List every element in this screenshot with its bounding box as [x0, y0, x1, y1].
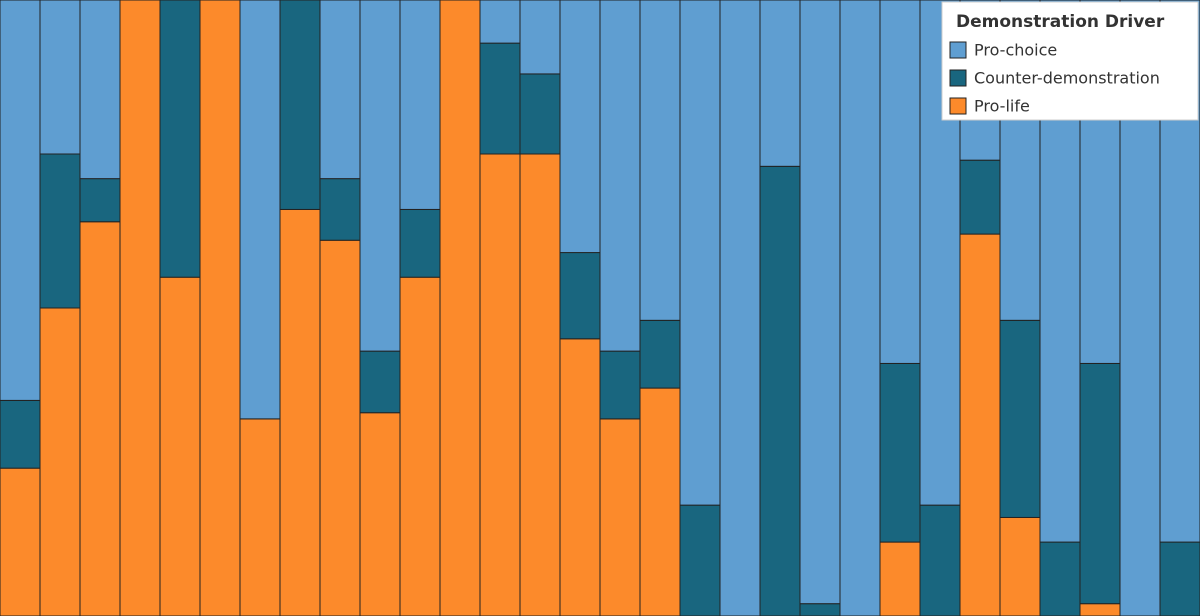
legend-label: Pro-life — [974, 97, 1030, 116]
bar-segment — [839, 0, 881, 616]
bar-segment — [39, 307, 81, 616]
bar-segment — [79, 0, 121, 180]
bar-segment — [79, 178, 121, 223]
bar-segment — [879, 0, 921, 364]
bar-segment — [559, 0, 601, 254]
bar-segment — [359, 412, 401, 616]
bar-segment — [559, 252, 601, 340]
bar-segment — [199, 0, 241, 616]
bar-segment — [319, 239, 361, 616]
bar-segment — [319, 178, 361, 241]
bar-segment — [159, 0, 201, 278]
legend-title: Demonstration Driver — [956, 12, 1165, 32]
bar-segment — [319, 0, 361, 180]
bar-segment — [359, 350, 401, 414]
bar-segment — [1079, 603, 1121, 616]
bar-segment — [519, 153, 561, 616]
bar-segment — [799, 0, 841, 605]
bar-segment — [599, 0, 641, 352]
bar-segment — [39, 0, 81, 155]
bar-segment — [159, 276, 201, 616]
bar-segment — [0, 0, 41, 401]
bar-segment — [519, 73, 561, 155]
bar-segment — [999, 319, 1041, 518]
bar-segment — [599, 418, 641, 616]
bar-segment — [279, 0, 321, 210]
bar-segment — [239, 0, 281, 420]
bar-segment — [479, 0, 521, 44]
legend-label: Counter-demonstration — [974, 69, 1160, 88]
bar-segment — [559, 338, 601, 616]
bar-segment — [359, 0, 401, 352]
bar-segment — [759, 165, 801, 616]
legend-swatch — [949, 69, 967, 87]
bar-segment — [119, 0, 161, 616]
bar-segment — [479, 153, 521, 616]
bar-segment — [639, 319, 681, 389]
bar-segment — [0, 399, 41, 469]
bar-segment — [999, 516, 1041, 616]
bar-segment — [1079, 362, 1121, 605]
bar-segment — [1039, 541, 1081, 616]
legend-box — [941, 1, 1199, 121]
bar-segment — [519, 0, 561, 75]
bar-segment — [239, 418, 281, 616]
bar-segment — [639, 387, 681, 616]
legend-swatch — [949, 41, 967, 59]
legend-swatch — [949, 97, 967, 115]
bar-segment — [639, 0, 681, 321]
bar-segment — [799, 603, 841, 616]
bar-segment — [879, 362, 921, 543]
bar-segment — [679, 504, 721, 616]
bar-segment — [399, 208, 441, 278]
bar-segment — [279, 208, 321, 616]
bar-segment — [679, 0, 721, 506]
bar-segment — [959, 233, 1001, 616]
bar-segment — [0, 467, 41, 616]
bar-segment — [439, 0, 481, 616]
bar-segment — [399, 276, 441, 616]
bar-segment — [79, 221, 121, 616]
legend-label: Pro-choice — [974, 41, 1057, 60]
bar-segment — [879, 541, 921, 616]
bar-segment — [1159, 541, 1200, 616]
bar-segment — [599, 350, 641, 420]
bar-segment — [759, 0, 801, 167]
bar-segment — [399, 0, 441, 210]
bar-segment — [479, 42, 521, 155]
bar-segment — [919, 504, 961, 616]
legend: Demonstration Driver Pro-choice Counter-d… — [941, 1, 1199, 121]
bar-segment — [39, 153, 81, 309]
bar-segment — [719, 0, 761, 616]
bar-segment — [959, 159, 1001, 235]
